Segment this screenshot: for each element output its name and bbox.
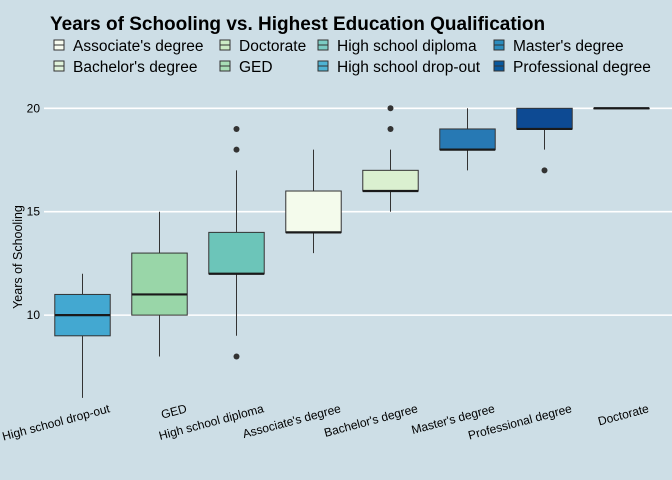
y-axis: 10 15 20	[27, 101, 41, 322]
y-tick-label-20: 20	[27, 101, 41, 115]
outlier-high-school-diploma-1	[233, 146, 240, 153]
legend-label-master-s-degree: Master's degree	[513, 38, 624, 55]
legend-label-associate-s-degree: Associate's degree	[73, 38, 203, 55]
y-tick-label-15: 15	[27, 205, 41, 219]
legend-item-master-s-degree: Master's degree	[493, 38, 624, 55]
box-group-ged	[131, 211, 188, 357]
box-bachelor-s-degree	[362, 169, 419, 192]
legend-label-professional-degree: Professional degree	[513, 59, 651, 76]
box-group-doctorate	[593, 107, 650, 110]
box-group-bachelor-s-degree	[362, 105, 419, 212]
y-axis-title: Years of Schooling	[11, 205, 25, 309]
legend-item-professional-degree: Professional degree	[493, 59, 651, 76]
outlier-bachelor-s-degree-0	[387, 125, 394, 132]
legend-label-high-school-diploma: High school diploma	[337, 38, 477, 55]
box-group-professional-degree	[516, 107, 573, 174]
legend-label-bachelor-s-degree: Bachelor's degree	[73, 59, 197, 76]
box-master-s-degree	[439, 128, 496, 151]
plot-area	[54, 105, 650, 398]
legend-item-high-school-drop-out: High school drop-out	[317, 59, 481, 76]
outlier-professional-degree-0	[541, 167, 548, 174]
legend-label-doctorate: Doctorate	[239, 38, 306, 55]
box-group-associate-s-degree	[285, 149, 342, 254]
legend-label-high-school-drop-out: High school drop-out	[337, 59, 481, 76]
box-professional-degree	[516, 107, 573, 130]
outlier-high-school-diploma-0	[233, 353, 240, 360]
box-associate-s-degree	[285, 190, 342, 233]
legend-item-associate-s-degree: Associate's degree	[53, 38, 203, 55]
legend: Associate's degree Bachelor's degree Docto…	[53, 38, 651, 76]
legend-item-ged: GED	[219, 59, 273, 76]
legend-item-bachelor-s-degree: Bachelor's degree	[53, 59, 197, 76]
box-group-high-school-drop-out	[54, 273, 111, 398]
outlier-high-school-diploma-2	[233, 125, 240, 132]
box-group-master-s-degree	[439, 108, 496, 171]
chart-title: Years of Schooling vs. Highest Education…	[50, 14, 545, 35]
x-tick-label-ged: GED	[160, 401, 189, 421]
legend-item-high-school-diploma: High school diploma	[317, 38, 477, 55]
box-group-high-school-diploma	[208, 125, 265, 360]
box-high-school-diploma	[208, 231, 265, 275]
legend-label-ged: GED	[239, 59, 273, 76]
y-tick-label-10: 10	[27, 308, 41, 322]
legend-item-doctorate: Doctorate	[219, 38, 306, 55]
box-ged	[131, 252, 188, 316]
outlier-bachelor-s-degree-1	[387, 105, 394, 112]
